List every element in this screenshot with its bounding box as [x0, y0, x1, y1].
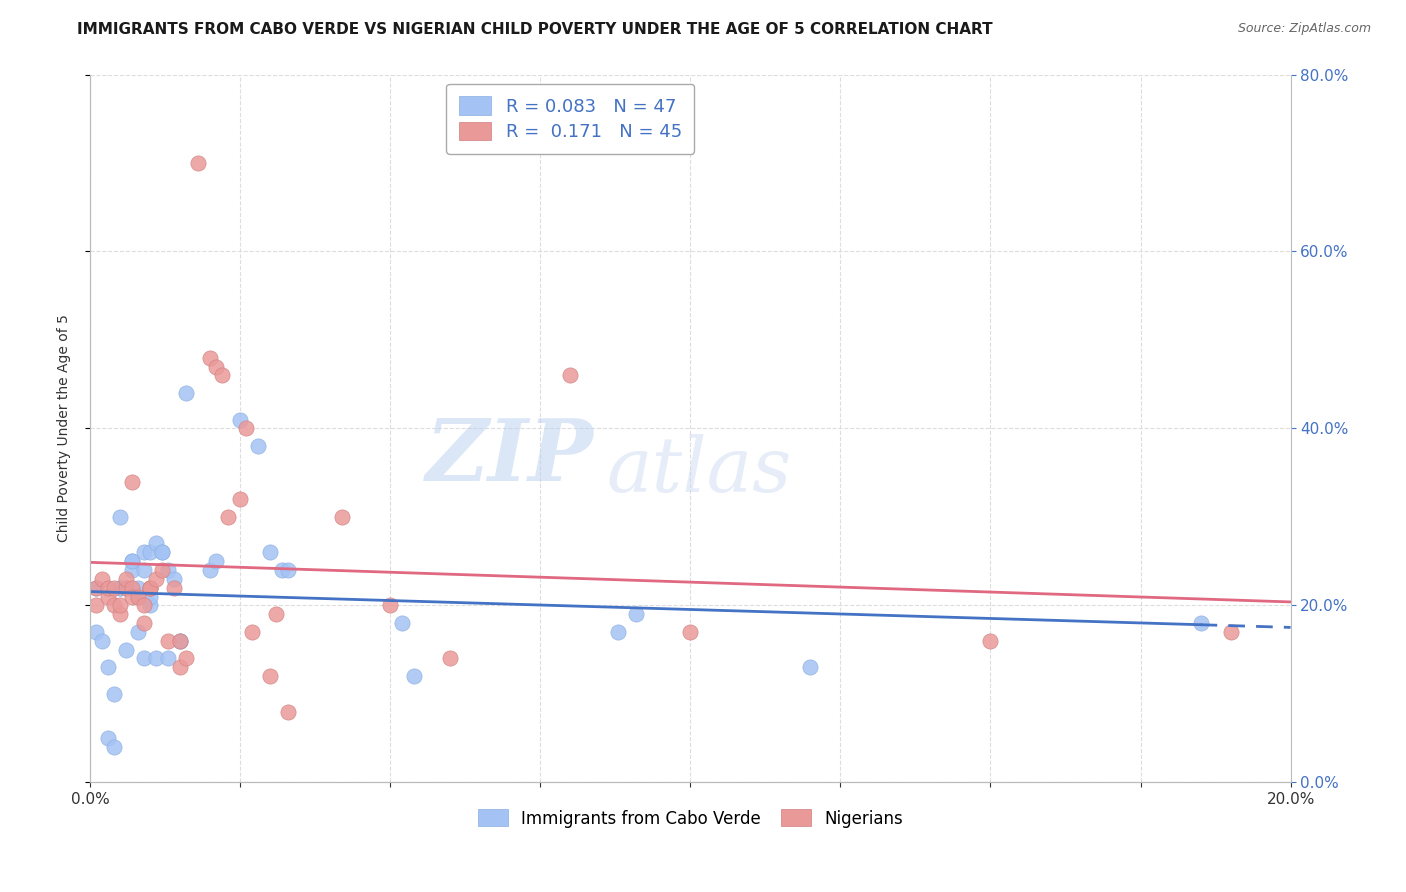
Point — [235, 421, 257, 435]
Point — [97, 581, 120, 595]
Point — [169, 633, 191, 648]
Point — [229, 492, 252, 507]
Point — [97, 731, 120, 745]
Point — [145, 651, 167, 665]
Point — [330, 510, 353, 524]
Point — [174, 386, 197, 401]
Y-axis label: Child Poverty Under the Age of 5: Child Poverty Under the Age of 5 — [58, 315, 72, 542]
Point — [115, 581, 138, 595]
Point — [127, 590, 149, 604]
Point — [169, 633, 191, 648]
Point — [103, 581, 125, 595]
Point — [97, 590, 120, 604]
Point — [127, 624, 149, 639]
Point — [108, 599, 131, 613]
Point — [121, 563, 143, 577]
Point — [169, 633, 191, 648]
Point — [139, 581, 162, 595]
Point — [121, 554, 143, 568]
Point — [156, 651, 179, 665]
Point — [679, 624, 702, 639]
Point — [150, 545, 173, 559]
Point — [979, 633, 1001, 648]
Point — [115, 572, 138, 586]
Point — [626, 607, 648, 622]
Point — [115, 642, 138, 657]
Point — [103, 599, 125, 613]
Point — [259, 545, 281, 559]
Point — [139, 545, 162, 559]
Point — [132, 599, 155, 613]
Point — [259, 669, 281, 683]
Point — [229, 412, 252, 426]
Point — [560, 368, 582, 383]
Point — [163, 572, 186, 586]
Point — [139, 599, 162, 613]
Point — [1219, 624, 1241, 639]
Point — [108, 607, 131, 622]
Point — [174, 651, 197, 665]
Point — [103, 687, 125, 701]
Point — [240, 624, 263, 639]
Point — [91, 572, 114, 586]
Point — [121, 581, 143, 595]
Point — [439, 651, 461, 665]
Point — [198, 351, 221, 365]
Point — [84, 599, 107, 613]
Point — [108, 510, 131, 524]
Point — [108, 581, 131, 595]
Point — [103, 739, 125, 754]
Point — [132, 616, 155, 631]
Point — [217, 510, 239, 524]
Point — [205, 359, 228, 374]
Point — [108, 581, 131, 595]
Point — [264, 607, 287, 622]
Point — [156, 633, 179, 648]
Point — [115, 581, 138, 595]
Point — [84, 624, 107, 639]
Point — [150, 563, 173, 577]
Point — [607, 624, 630, 639]
Point — [145, 536, 167, 550]
Point — [378, 599, 401, 613]
Point — [132, 651, 155, 665]
Point — [132, 563, 155, 577]
Point — [211, 368, 233, 383]
Point — [391, 616, 413, 631]
Point — [97, 660, 120, 674]
Point — [156, 563, 179, 577]
Point — [1189, 616, 1212, 631]
Point — [247, 439, 270, 453]
Point — [145, 572, 167, 586]
Point — [84, 581, 107, 595]
Point — [205, 554, 228, 568]
Text: atlas: atlas — [606, 434, 792, 508]
Point — [121, 590, 143, 604]
Legend: Immigrants from Cabo Verde, Nigerians: Immigrants from Cabo Verde, Nigerians — [471, 803, 910, 834]
Point — [121, 554, 143, 568]
Point — [404, 669, 426, 683]
Point — [150, 545, 173, 559]
Point — [198, 563, 221, 577]
Point — [277, 563, 299, 577]
Text: Source: ZipAtlas.com: Source: ZipAtlas.com — [1237, 22, 1371, 36]
Point — [169, 660, 191, 674]
Point — [127, 590, 149, 604]
Point — [271, 563, 294, 577]
Point — [84, 581, 107, 595]
Text: ZIP: ZIP — [426, 415, 595, 499]
Point — [139, 581, 162, 595]
Point — [163, 581, 186, 595]
Point — [187, 156, 209, 170]
Point — [799, 660, 821, 674]
Point — [121, 475, 143, 489]
Point — [132, 545, 155, 559]
Point — [91, 633, 114, 648]
Text: IMMIGRANTS FROM CABO VERDE VS NIGERIAN CHILD POVERTY UNDER THE AGE OF 5 CORRELAT: IMMIGRANTS FROM CABO VERDE VS NIGERIAN C… — [77, 22, 993, 37]
Point — [277, 705, 299, 719]
Point — [127, 581, 149, 595]
Point — [139, 581, 162, 595]
Point — [139, 590, 162, 604]
